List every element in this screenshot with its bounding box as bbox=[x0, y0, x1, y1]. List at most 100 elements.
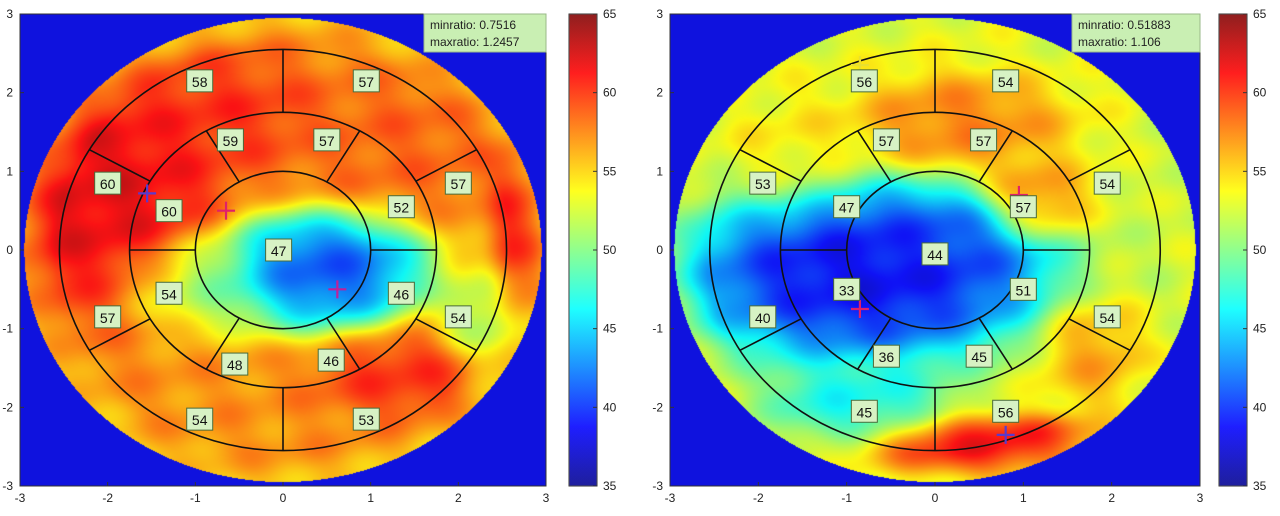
basal-divider-1 bbox=[415, 148, 477, 182]
x-tick-label: 1 bbox=[367, 491, 374, 505]
segment-label-4: 54 bbox=[1093, 171, 1121, 195]
y-tick-label: 1 bbox=[656, 164, 663, 178]
segment-value: 45 bbox=[857, 404, 873, 420]
x-tick-label: -3 bbox=[15, 491, 26, 505]
x-tick-label: 0 bbox=[280, 491, 287, 505]
marker-cross-3 bbox=[996, 425, 1015, 444]
colorbar-tick-label: 55 bbox=[603, 164, 617, 178]
colorbar: 65 60 55 50 45 40 35 bbox=[568, 7, 617, 493]
segment-label-9: 59 bbox=[216, 128, 244, 152]
segment-label-4: 57 bbox=[444, 171, 472, 195]
segment-value: 54 bbox=[192, 412, 208, 428]
basal-divider-1 bbox=[1068, 148, 1131, 182]
x-tick-label: -3 bbox=[665, 491, 676, 505]
colorbar-tick-label: 55 bbox=[1253, 164, 1267, 178]
segment-label-10: 57 bbox=[313, 128, 341, 152]
marker-cross-1 bbox=[217, 201, 236, 220]
x-tick-label: 2 bbox=[1108, 491, 1115, 505]
segment-label-8: 53 bbox=[352, 407, 380, 431]
x-tick-label: -2 bbox=[102, 491, 113, 505]
segment-label-6: 54 bbox=[1093, 305, 1121, 329]
segment-value: 40 bbox=[755, 310, 771, 326]
segment-value: 52 bbox=[394, 200, 410, 216]
mid-divider-3 bbox=[205, 130, 240, 183]
segment-label-7: 54 bbox=[186, 407, 214, 431]
segment-value: 51 bbox=[1016, 282, 1032, 298]
segment-value: 54 bbox=[998, 74, 1014, 90]
mid-divider-6 bbox=[326, 317, 361, 370]
segment-value: 47 bbox=[839, 200, 855, 216]
segment-value: 36 bbox=[879, 349, 895, 365]
segment-value: 57 bbox=[976, 133, 992, 149]
y-tick-label: -2 bbox=[652, 400, 663, 414]
y-tick-label: -1 bbox=[2, 322, 13, 336]
segment-grid bbox=[58, 48, 508, 452]
basal-divider-3 bbox=[89, 148, 151, 182]
y-tick-label: 0 bbox=[6, 243, 13, 257]
basal-divider-6 bbox=[1068, 318, 1131, 352]
colorbar-tick-label: 60 bbox=[603, 86, 617, 100]
segment-value: 54 bbox=[1099, 310, 1115, 326]
segment-value: 54 bbox=[161, 286, 177, 302]
segment-label-14: 46 bbox=[387, 281, 415, 305]
segment-value: 57 bbox=[358, 74, 374, 90]
colorbar-tick-label: 65 bbox=[1253, 7, 1267, 21]
segment-label-17: 47 bbox=[265, 238, 293, 262]
mid-divider-6 bbox=[978, 317, 1013, 370]
segment-label-11: 47 bbox=[833, 195, 861, 219]
x-tick-label: 0 bbox=[932, 491, 939, 505]
segment-label-5: 40 bbox=[749, 305, 777, 329]
y-tick-label: 1 bbox=[6, 164, 13, 178]
colorbar-tick-label: 40 bbox=[1253, 400, 1267, 414]
y-tick-label: 3 bbox=[656, 7, 663, 21]
colorbar-tick-label: 50 bbox=[603, 243, 617, 257]
colorbar: 65 60 55 50 45 40 35 bbox=[1218, 7, 1267, 493]
y-axis-ticks: 3 2 1 0 -1 -2 -3 bbox=[652, 7, 674, 493]
basal-divider-4 bbox=[89, 318, 151, 352]
segment-label-7: 45 bbox=[850, 399, 878, 423]
segment-value: 46 bbox=[394, 286, 410, 302]
heatmap-panel-1: 58 57 60 57 57 54 54 53 59 57 60 52 54 46 48 46 47 minrat… bbox=[2, 7, 616, 505]
segment-value: 57 bbox=[879, 133, 895, 149]
segment-label-3: 60 bbox=[94, 171, 122, 195]
min-ratio-text: minratio: 0.51883 bbox=[1078, 18, 1171, 32]
max-ratio-text: maxratio: 1.106 bbox=[1078, 35, 1161, 49]
x-tick-label: -1 bbox=[190, 491, 201, 505]
marker-cross-3 bbox=[138, 184, 157, 203]
segment-label-1: 56 bbox=[850, 69, 878, 93]
segment-label-12: 57 bbox=[1009, 195, 1037, 219]
y-tick-label: -1 bbox=[652, 322, 663, 336]
segment-label-1: 58 bbox=[186, 69, 214, 93]
segment-value: 54 bbox=[451, 310, 467, 326]
segment-grid bbox=[708, 48, 1162, 452]
segment-label-14: 51 bbox=[1009, 277, 1037, 301]
colorbar-tick-label: 45 bbox=[603, 322, 617, 336]
segment-label-10: 57 bbox=[970, 128, 998, 152]
colorbar-tick-label: 35 bbox=[603, 479, 617, 493]
segment-value: 53 bbox=[755, 176, 771, 192]
segment-label-16: 45 bbox=[965, 344, 993, 368]
segment-value: 57 bbox=[319, 133, 335, 149]
x-axis-ticks: -3 -2 -1 0 1 2 3 bbox=[15, 482, 550, 505]
segment-value: 58 bbox=[192, 74, 208, 90]
mid-divider-3 bbox=[857, 130, 892, 183]
colorbar-tick-label: 35 bbox=[1253, 479, 1267, 493]
y-axis-ticks: 3 2 1 0 -1 -2 -3 bbox=[2, 7, 24, 493]
segment-label-3: 53 bbox=[749, 171, 777, 195]
x-tick-label: 3 bbox=[543, 491, 550, 505]
segment-value: 60 bbox=[161, 204, 177, 220]
segment-value: 47 bbox=[271, 243, 287, 259]
y-tick-label: 2 bbox=[6, 86, 13, 100]
mid-divider-5 bbox=[205, 317, 240, 370]
segment-value: 54 bbox=[1099, 176, 1115, 192]
segment-label-17: 44 bbox=[921, 242, 949, 266]
segment-value: 45 bbox=[971, 349, 987, 365]
segment-label-16: 46 bbox=[317, 348, 345, 372]
colorbar-tick-label: 40 bbox=[603, 400, 617, 414]
basal-divider-4 bbox=[739, 318, 802, 352]
segment-value: 57 bbox=[100, 310, 116, 326]
x-tick-label: -2 bbox=[753, 491, 764, 505]
segment-value: 46 bbox=[323, 353, 339, 369]
